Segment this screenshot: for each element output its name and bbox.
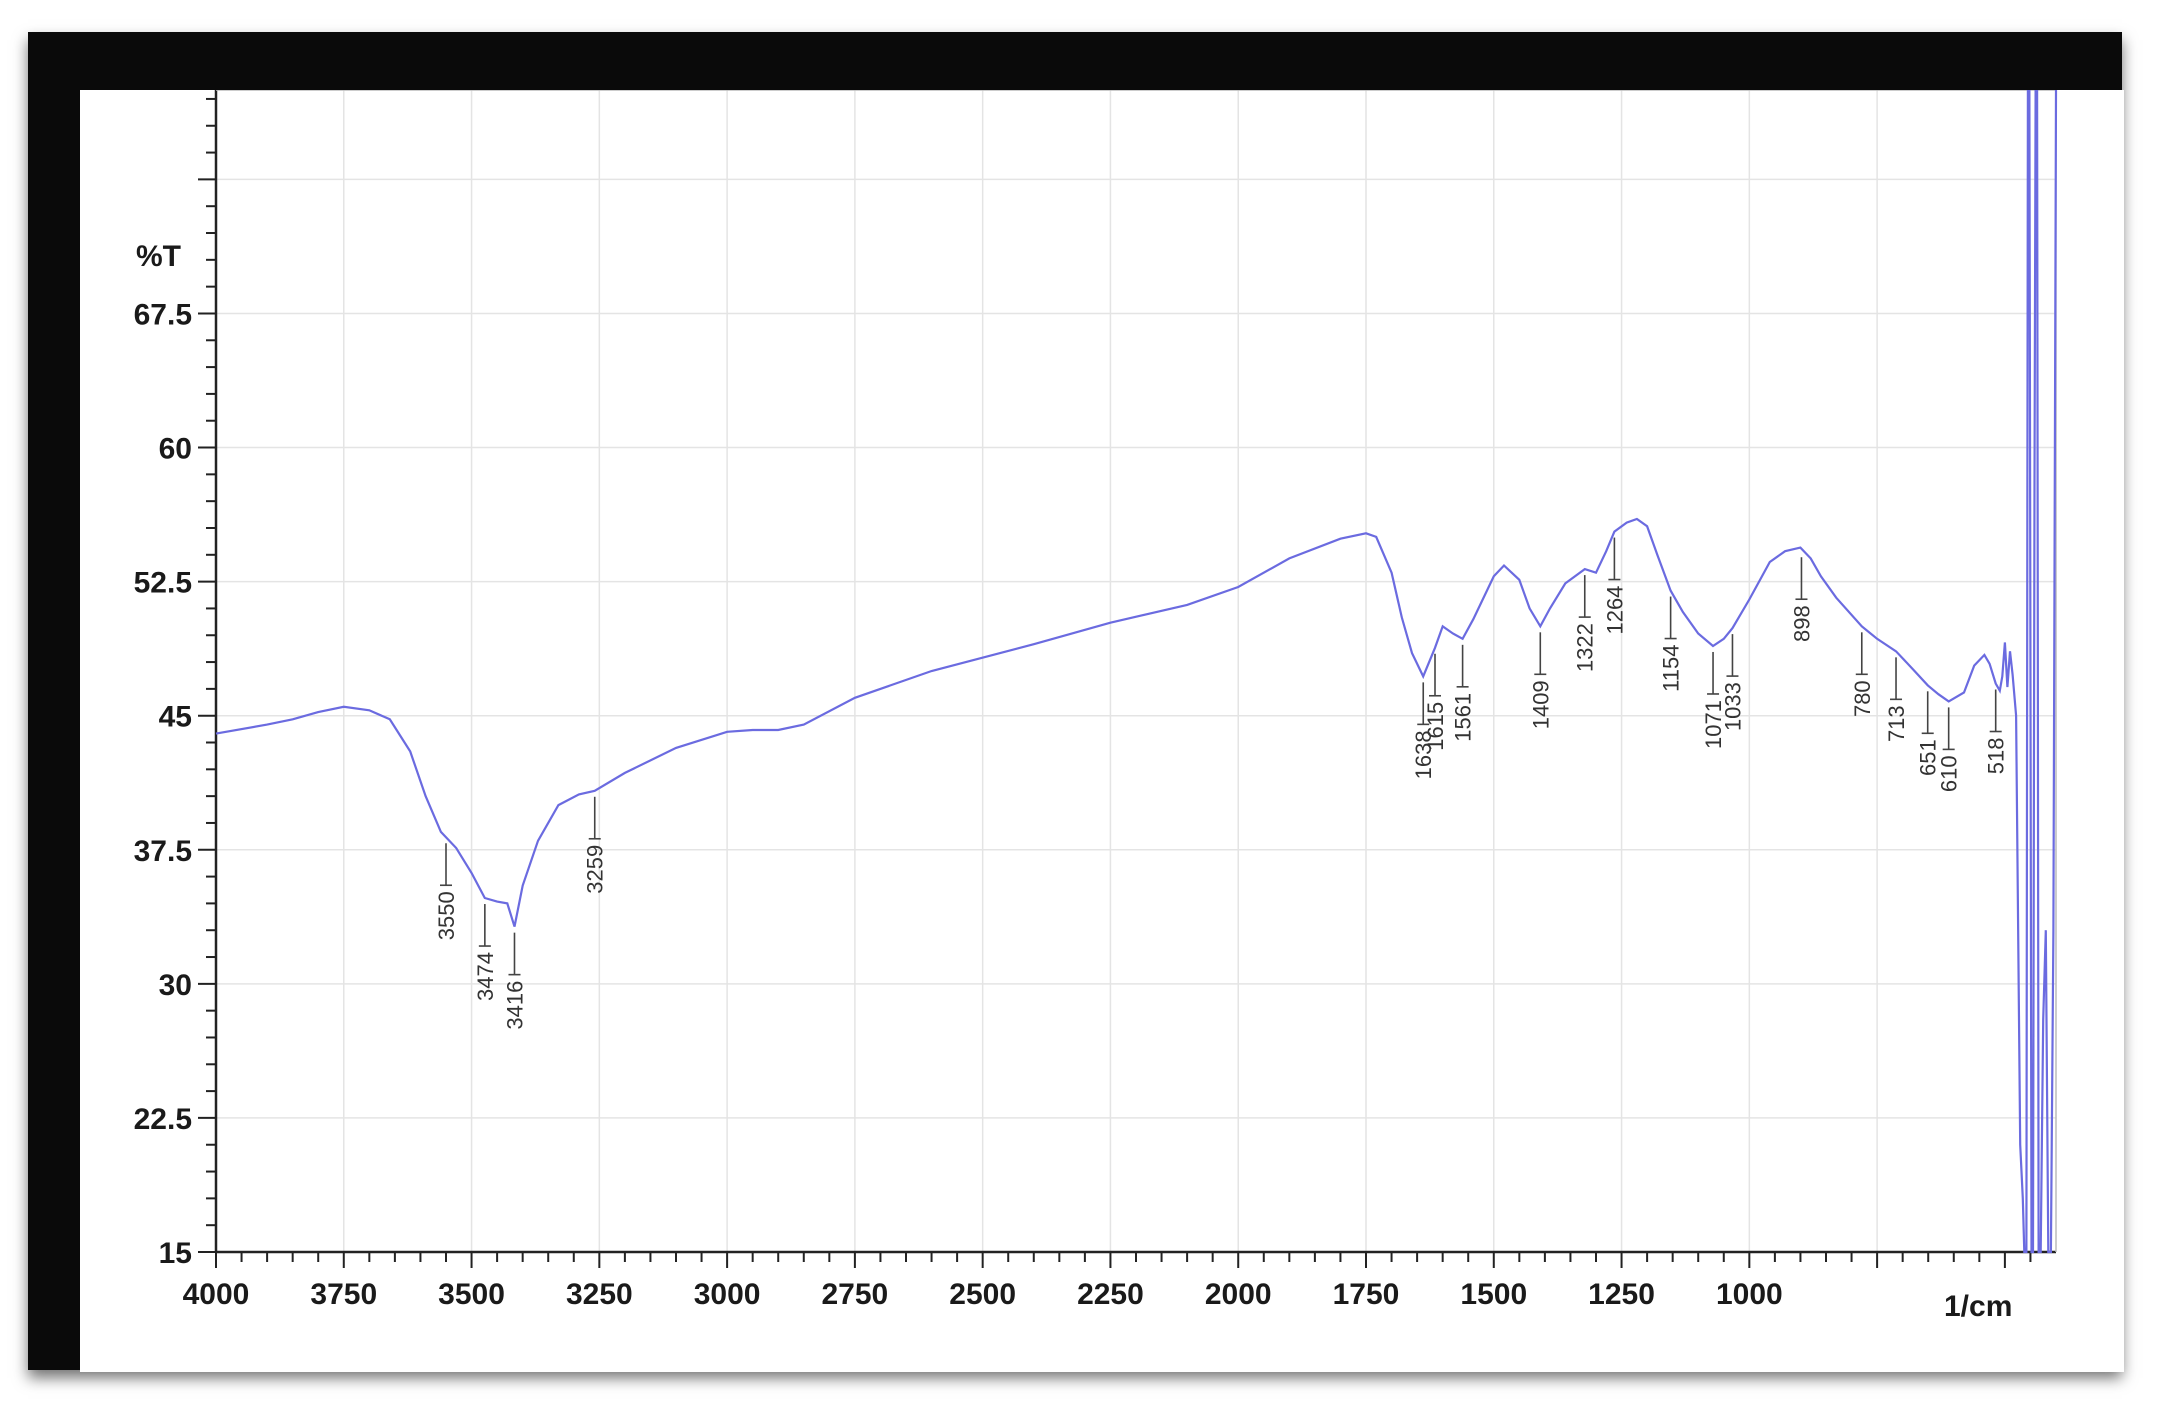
x-tick-label: 1000 bbox=[1716, 1278, 1783, 1311]
y-tick-label: 22.5 bbox=[134, 1103, 192, 1136]
peak-label: 3474 bbox=[473, 952, 498, 1001]
y-tick-label: 67.5 bbox=[134, 298, 192, 331]
peak-label: 1638 bbox=[1411, 730, 1436, 779]
peak-label: 610 bbox=[1937, 755, 1962, 792]
x-axis-unit-label: 1/cm bbox=[1944, 1290, 2012, 1323]
x-tick-label: 1250 bbox=[1588, 1278, 1655, 1311]
peak-label: 651 bbox=[1916, 739, 1941, 776]
x-tick-label: 2500 bbox=[949, 1278, 1016, 1311]
peak-label: 1264 bbox=[1602, 586, 1627, 635]
x-tick-label: 3750 bbox=[310, 1278, 377, 1311]
peak-label: 3550 bbox=[434, 891, 459, 940]
spectrum-line bbox=[215, 90, 2058, 1254]
grid bbox=[215, 90, 2056, 1253]
peak-label: 1615 bbox=[1423, 702, 1448, 751]
y-tick-label: 60 bbox=[159, 433, 192, 466]
ticks: 4000 3750 3500 3250 3000 2750 2500 2250 2000 1750… bbox=[134, 97, 2032, 1311]
x-tick-label: 4000 bbox=[183, 1278, 250, 1311]
peak-label: 1322 bbox=[1573, 623, 1598, 672]
x-tick-label: 3000 bbox=[694, 1278, 761, 1311]
x-tick-label: 3500 bbox=[438, 1278, 505, 1311]
x-tick-label: 2750 bbox=[822, 1278, 889, 1311]
peak-label: 518 bbox=[1984, 738, 2009, 775]
peak-label: 1154 bbox=[1659, 645, 1684, 692]
chart-panel: 4000 3750 3500 3250 3000 2750 2500 2250 2000 1750… bbox=[80, 90, 2124, 1372]
peak-label: 1409 bbox=[1528, 680, 1553, 729]
peak-label: 1071 bbox=[1701, 700, 1726, 749]
figure-frame: 4000 3750 3500 3250 3000 2750 2500 2250 2000 1750… bbox=[28, 32, 2124, 1372]
x-tick-label: 1750 bbox=[1333, 1278, 1400, 1311]
peak-label: 3416 bbox=[502, 981, 527, 1030]
ftir-chart: 4000 3750 3500 3250 3000 2750 2500 2250 2000 1750… bbox=[134, 90, 2058, 1323]
y-tick-label: 52.5 bbox=[134, 567, 192, 600]
y-tick-label: 37.5 bbox=[134, 835, 192, 868]
y-tick-label: 30 bbox=[159, 969, 192, 1002]
x-tick-label: 2250 bbox=[1077, 1278, 1144, 1311]
y-axis-unit-label: %T bbox=[136, 240, 181, 273]
peak-label: 1033 bbox=[1720, 682, 1745, 731]
peak-label: 780 bbox=[1850, 680, 1875, 717]
x-tick-label: 1500 bbox=[1460, 1278, 1527, 1311]
y-tick-label: 45 bbox=[159, 701, 192, 734]
axes bbox=[214, 90, 2057, 1254]
peak-label: 898 bbox=[1789, 605, 1814, 642]
y-tick-label: 15 bbox=[159, 1237, 192, 1270]
x-tick-label: 2000 bbox=[1205, 1278, 1272, 1311]
peak-label: 3259 bbox=[583, 845, 608, 894]
peak-label: 1561 bbox=[1451, 693, 1476, 742]
x-tick-label: 3250 bbox=[566, 1278, 633, 1311]
peak-label: 713 bbox=[1884, 705, 1909, 742]
